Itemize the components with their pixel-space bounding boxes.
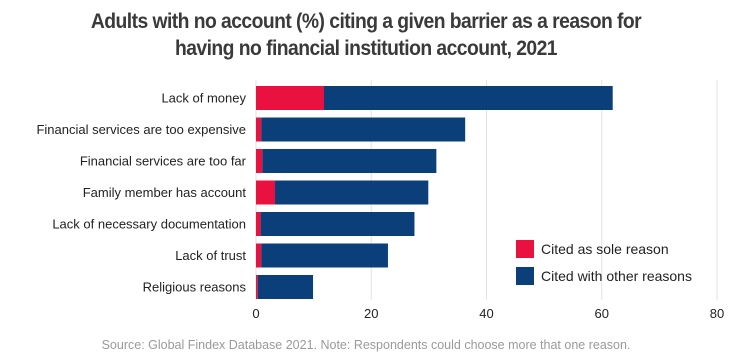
category-label: Lack of trust [175, 248, 246, 263]
legend-swatch [516, 267, 534, 285]
bar-segment [256, 180, 276, 205]
legend: Cited as sole reason Cited with other rea… [516, 240, 692, 285]
x-tick-label: 0 [252, 306, 259, 321]
bar-segment [256, 86, 324, 110]
legend-swatch [516, 240, 534, 258]
category-label: Financial services are too far [80, 154, 247, 169]
bar-segment [260, 212, 415, 236]
chart-title-line-1: Adults with no account (%) citing a give… [90, 10, 642, 33]
tick-labels: 0 20 40 60 80 [252, 306, 724, 321]
bar-segment [256, 212, 261, 236]
x-tick-label: 80 [710, 306, 724, 321]
category-label: Family member has account [83, 185, 247, 200]
category-label: Religious reasons [143, 280, 247, 295]
chart-title-line-2: having no financial institution account,… [174, 37, 558, 60]
bar-segment [257, 275, 314, 299]
legend-label: Cited with other reasons [541, 268, 692, 284]
x-tick-label: 20 [364, 306, 378, 321]
bar-chart: Lack of money Financial services are too … [36, 80, 724, 321]
category-labels: Lack of money Financial services are too … [36, 91, 246, 295]
legend-label: Cited as sole reason [541, 241, 669, 257]
category-label: Financial services are too expensive [36, 122, 246, 137]
bar-segment [275, 180, 429, 205]
category-label: Lack of necessary documentation [52, 217, 246, 232]
bar-segment [261, 117, 466, 142]
bar-segment [256, 149, 263, 173]
source-note: Source: Global Findex Database 2021. Not… [101, 338, 631, 352]
chart-title: Adults with no account (%) citing a give… [29, 8, 702, 62]
bar-segment [262, 149, 437, 173]
bar-segment [261, 243, 388, 268]
bar-segment [256, 243, 262, 268]
bar-segment [256, 117, 262, 142]
bar-segment [323, 86, 613, 110]
x-tick-label: 60 [595, 306, 609, 321]
category-label: Lack of money [161, 91, 246, 106]
bars [256, 86, 613, 299]
x-tick-label: 40 [479, 306, 493, 321]
bar-segment [256, 275, 258, 299]
